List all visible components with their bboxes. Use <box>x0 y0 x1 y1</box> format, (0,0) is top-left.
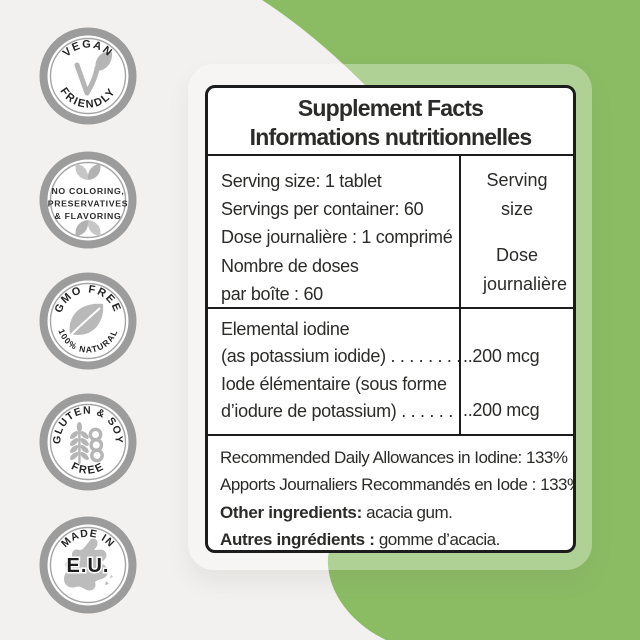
serving-size-header: Serving size <box>486 169 548 219</box>
badge-inner-ring <box>49 403 127 481</box>
badge-inner-ring <box>49 526 127 604</box>
badge-inner-ring <box>49 282 127 360</box>
badge-gluten-soy-free: GLUTEN & SOY FREE <box>39 393 137 491</box>
badge-no-additives-line3: & FLAVORING <box>55 211 122 221</box>
footer-section: Recommended Daily Allowances in Iodine: … <box>208 434 573 550</box>
dose-journaliere-header: Dose journalière <box>483 245 568 294</box>
other-ingredients-value-en: acacia gum. <box>361 502 453 522</box>
iodine-line: Elemental iodine <box>221 319 350 339</box>
iodine-row: Elemental iodine (as potassium iodide) .… <box>208 307 573 434</box>
badge-made-in-eu: MADE IN E.U. <box>39 516 137 614</box>
iodine-line: d’iodure de potassium) . . . . . . . . .… <box>221 401 459 422</box>
vegan-v-leaf-icon <box>74 51 113 96</box>
badge-eu-label: E.U. <box>67 555 110 577</box>
badge-no-additives-line1: NO COLORING, <box>51 186 124 196</box>
iodine-amount-en: ..200 mcg <box>463 346 540 366</box>
panel-header: Supplement Facts Informations nutritionn… <box>208 88 573 154</box>
europe-map-icon <box>64 538 113 591</box>
rda-line-fr: Apports Journaliers Recommandés en Iode … <box>220 475 573 495</box>
other-ingredients-label-fr: Autres ingrédients : <box>220 530 375 550</box>
badge-no-additives-line2: PRESERVATIVES <box>48 199 129 209</box>
badge-no-additives: NO COLORING, PRESERVATIVES & FLAVORING <box>39 151 137 249</box>
serving-line: Dose journalière : 1 comprimé <box>221 227 453 248</box>
badge-vegan-friendly: VEGAN FRIENDLY <box>39 27 137 125</box>
badge-ring <box>39 151 137 249</box>
badge-inner-ring <box>49 37 127 115</box>
badge-ring <box>39 393 137 491</box>
iodine-line: (as potassium iodide) . . . . . . . . . … <box>221 346 459 367</box>
rda-line-en: Recommended Daily Allowances in Iodine: … <box>220 447 568 467</box>
serving-line: Nombre de doses <box>221 255 359 276</box>
panel-title-en: Supplement Facts <box>297 95 484 121</box>
serving-section: Serving size: 1 tablet Servings per cont… <box>208 154 573 307</box>
other-ingredients-fr: Autres ingrédients : gomme d’acacia. <box>220 526 565 550</box>
serving-column-header: Serving size Dose journalière <box>459 156 573 307</box>
iodine-amounts: ..200 mcg ..200 mcg <box>459 309 573 434</box>
two-leaves-icon <box>75 220 101 236</box>
badge-gmo-free: GMO FREE 100% NATURAL <box>39 272 137 370</box>
iodine-amount-fr: ..200 mcg <box>463 400 540 420</box>
other-ingredients-en: Other ingredients: acacia gum. <box>220 499 565 527</box>
wheat-and-soy-icon <box>69 422 104 464</box>
badge-inner-ring <box>49 161 127 239</box>
serving-line: par boîte : 60 <box>221 283 323 304</box>
iodine-names: Elemental iodine (as potassium iodide) .… <box>208 309 459 434</box>
serving-line: Servings per container: 60 <box>221 199 424 220</box>
serving-info: Serving size: 1 tablet Servings per cont… <box>208 156 459 307</box>
leaf-icon <box>67 303 104 339</box>
panel-title-fr: Informations nutritionnelles <box>249 123 533 150</box>
other-ingredients-value-fr: gomme d’acacia. <box>374 530 501 550</box>
supplement-facts-panel: Supplement Facts Informations nutritionn… <box>205 85 576 553</box>
iodine-line: Iode élémentaire (sous forme <box>221 373 447 394</box>
serving-line: Serving size: 1 tablet <box>221 171 382 191</box>
two-leaves-icon <box>75 164 101 180</box>
other-ingredients-label-en: Other ingredients: <box>220 502 362 522</box>
